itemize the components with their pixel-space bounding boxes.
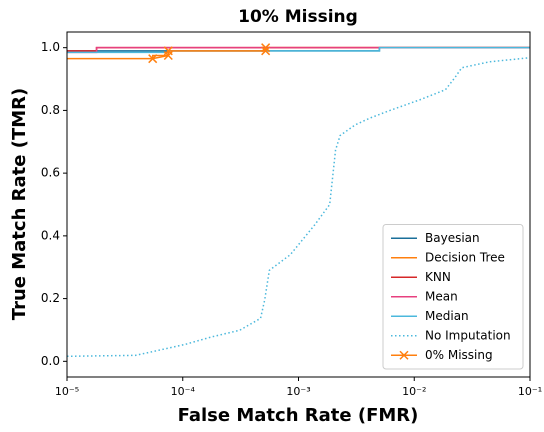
legend-label: 0% Missing: [425, 348, 493, 362]
legend-label: Bayesian: [425, 231, 480, 245]
x-tick-label: 10⁻⁵: [55, 385, 79, 398]
series-line: [67, 46, 530, 60]
y-tick-label: 0.0: [41, 354, 60, 368]
legend-label: KNN: [425, 270, 451, 284]
marker: [261, 46, 271, 56]
plot-frame: [66, 31, 531, 378]
y-tick-label: 1.0: [41, 40, 60, 54]
y-tick-label: 0.2: [41, 291, 60, 305]
x-tick-label: 10⁻³: [286, 385, 310, 398]
series-line: [66, 56, 531, 358]
x-tick-label: 10⁻⁴: [171, 385, 196, 398]
legend-label: Mean: [425, 289, 458, 303]
y-tick-label: 0.8: [41, 103, 60, 117]
x-tick-label: 10⁻²: [402, 385, 426, 398]
marker: [261, 43, 271, 53]
marker: [399, 350, 409, 360]
marker: [163, 46, 173, 56]
legend-label: No Imputation: [425, 328, 511, 342]
y-axis-label: True Match Rate (TMR): [9, 88, 30, 320]
marker: [148, 54, 158, 64]
x-tick-label: 10⁻¹: [518, 385, 542, 398]
y-tick-label: 0.4: [41, 228, 60, 242]
chart-title: 10% Missing: [238, 7, 358, 27]
legend-label: Median: [425, 309, 469, 323]
legend-box: [382, 224, 524, 370]
y-tick-label: 0.6: [41, 166, 60, 180]
x-axis-label: False Match Rate (FMR): [178, 405, 419, 426]
series-line: [67, 46, 530, 54]
legend-label: Decision Tree: [425, 250, 505, 264]
